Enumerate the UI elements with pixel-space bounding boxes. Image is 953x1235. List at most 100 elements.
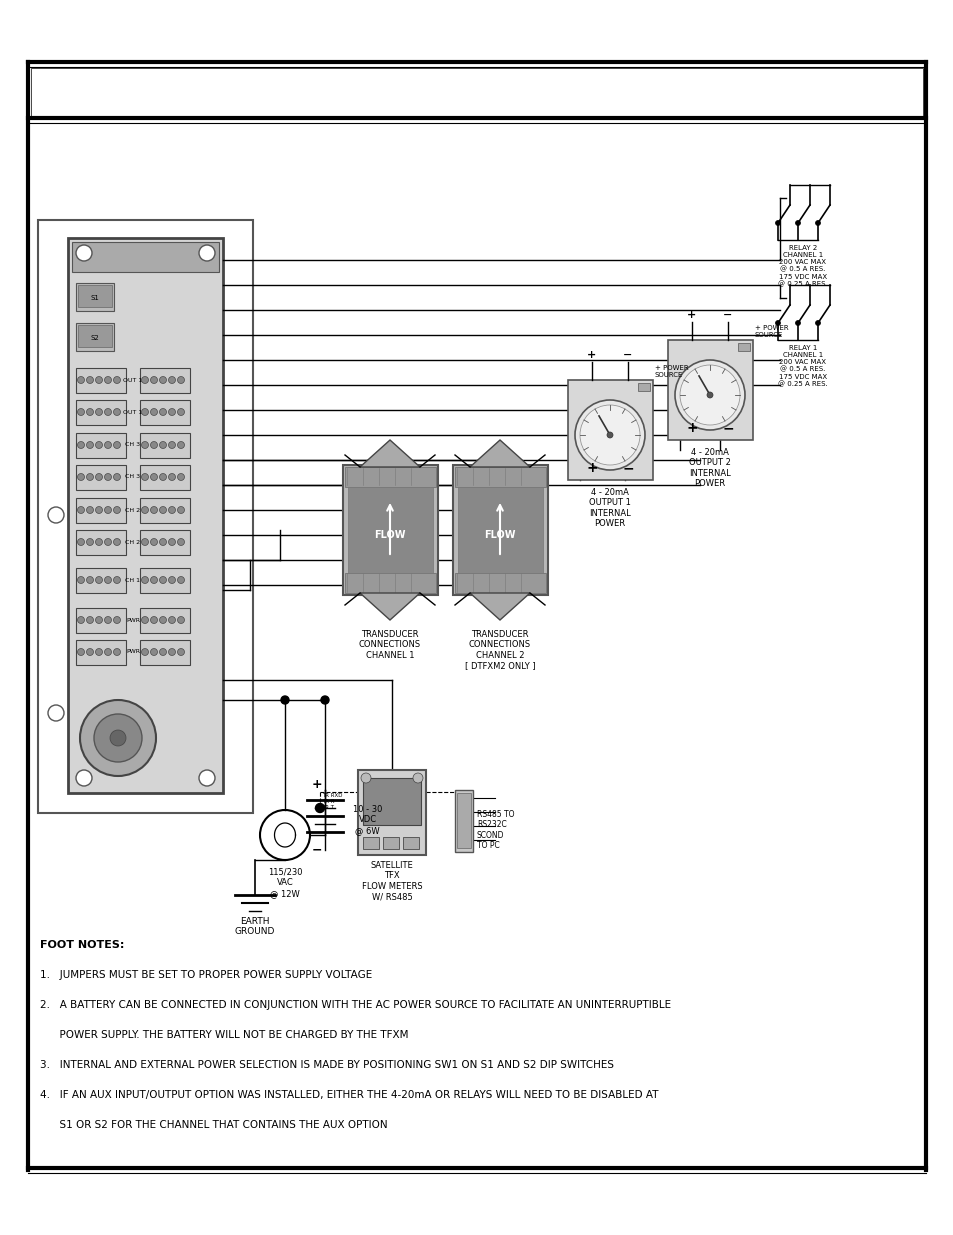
Circle shape [159,473,167,480]
Circle shape [105,473,112,480]
Circle shape [105,538,112,546]
Bar [667,340,752,440]
Text: RELAY 1
CHANNEL 1
200 VAC MAX
@ 0.5 A RES.
175 VDC MAX
@ 0.25 A RES.: RELAY 1 CHANNEL 1 200 VAC MAX @ 0.5 A RE… [778,345,827,387]
Text: OUT 1: OUT 1 [123,410,143,415]
Bar [71,242,219,272]
Bar [140,608,190,634]
Circle shape [80,700,156,776]
Polygon shape [470,593,530,620]
Polygon shape [359,593,419,620]
Circle shape [177,577,184,583]
Circle shape [159,377,167,384]
Circle shape [95,409,102,415]
Circle shape [77,616,85,624]
Circle shape [48,508,64,522]
Circle shape [169,377,175,384]
Circle shape [113,616,120,624]
Text: CH 2: CH 2 [125,508,140,513]
Circle shape [77,648,85,656]
Text: +: + [312,778,322,792]
Circle shape [169,616,175,624]
Text: 10 - 30
VDC
@ 6W: 10 - 30 VDC @ 6W [353,805,382,835]
Circle shape [815,221,820,226]
Circle shape [105,648,112,656]
Circle shape [77,577,85,583]
Circle shape [169,441,175,448]
Text: 4 - 20mA
OUTPUT 1
INTERNAL
POWER: 4 - 20mA OUTPUT 1 INTERNAL POWER [588,488,630,529]
Bar [76,283,113,311]
Circle shape [675,359,744,430]
Circle shape [151,538,157,546]
Bar [453,466,547,595]
Circle shape [579,405,639,466]
Circle shape [169,506,175,514]
Circle shape [113,409,120,415]
Text: 3.   INTERNAL AND EXTERNAL POWER SELECTION IS MADE BY POSITIONING SW1 ON S1 AND : 3. INTERNAL AND EXTERNAL POWER SELECTION… [40,1060,614,1070]
Bar [76,498,126,522]
Circle shape [177,506,184,514]
Circle shape [815,321,820,326]
Text: TRANSDUCER
CONNECTIONS
CHANNEL 2
[ DTFXM2 ONLY ]: TRANSDUCER CONNECTIONS CHANNEL 2 [ DTFXM… [464,630,535,671]
Circle shape [706,391,712,398]
Text: TR RXD
TR R
TR T: TR RXD TR R TR T [322,793,342,810]
Circle shape [87,538,93,546]
Text: PWR: PWR [126,618,140,622]
Circle shape [95,577,102,583]
Circle shape [177,616,184,624]
Circle shape [105,506,112,514]
Text: 1.   JUMPERS MUST BE SET TO PROPER POWER SUPPLY VOLTAGE: 1. JUMPERS MUST BE SET TO PROPER POWER S… [40,969,372,981]
Bar [567,380,652,480]
Bar [76,640,126,664]
Circle shape [159,577,167,583]
Text: S2: S2 [91,335,99,341]
Circle shape [151,377,157,384]
Circle shape [87,648,93,656]
Text: S1 OR S2 FOR THE CHANNEL THAT CONTAINS THE AUX OPTION: S1 OR S2 FOR THE CHANNEL THAT CONTAINS T… [40,1120,387,1130]
Bar [455,790,473,852]
Circle shape [169,577,175,583]
Circle shape [159,616,167,624]
Bar [76,400,126,425]
Bar [357,769,426,855]
Circle shape [77,473,85,480]
Bar [76,433,126,458]
Circle shape [775,321,780,326]
Circle shape [141,616,149,624]
Bar [738,343,749,351]
Circle shape [151,473,157,480]
Bar [363,837,378,848]
Text: SATELLITE
TFX
FLOW METERS
W/ RS485: SATELLITE TFX FLOW METERS W/ RS485 [361,861,422,902]
Text: −: − [621,461,633,475]
Text: −: − [312,844,322,857]
Circle shape [77,441,85,448]
Text: + POWER
SOURCE: + POWER SOURCE [655,366,688,378]
Bar [456,793,471,848]
Circle shape [679,366,740,425]
Circle shape [105,577,112,583]
Circle shape [575,400,644,471]
Circle shape [177,648,184,656]
Circle shape [87,616,93,624]
Bar [363,778,420,825]
Bar [76,568,126,593]
Text: 4.   IF AN AUX INPUT/OUTPUT OPTION WAS INSTALLED, EITHER THE 4-20mA OR RELAYS WI: 4. IF AN AUX INPUT/OUTPUT OPTION WAS INS… [40,1091,658,1100]
Circle shape [281,697,289,704]
Text: 2.   A BATTERY CAN BE CONNECTED IN CONJUNCTION WITH THE AC POWER SOURCE TO FACIL: 2. A BATTERY CAN BE CONNECTED IN CONJUNC… [40,1000,670,1010]
Text: TRANSDUCER
CONNECTIONS
CHANNEL 1: TRANSDUCER CONNECTIONS CHANNEL 1 [358,630,420,659]
Circle shape [151,506,157,514]
Circle shape [260,810,310,860]
Bar [455,573,545,593]
Circle shape [113,538,120,546]
Text: FOOT NOTES:: FOOT NOTES: [40,940,124,950]
Bar [140,640,190,664]
Bar [343,466,437,595]
Circle shape [141,441,149,448]
Circle shape [48,705,64,721]
Bar [140,400,190,425]
Circle shape [113,506,120,514]
Circle shape [320,697,329,704]
Circle shape [169,538,175,546]
Circle shape [159,409,167,415]
Circle shape [95,506,102,514]
Bar [140,498,190,522]
